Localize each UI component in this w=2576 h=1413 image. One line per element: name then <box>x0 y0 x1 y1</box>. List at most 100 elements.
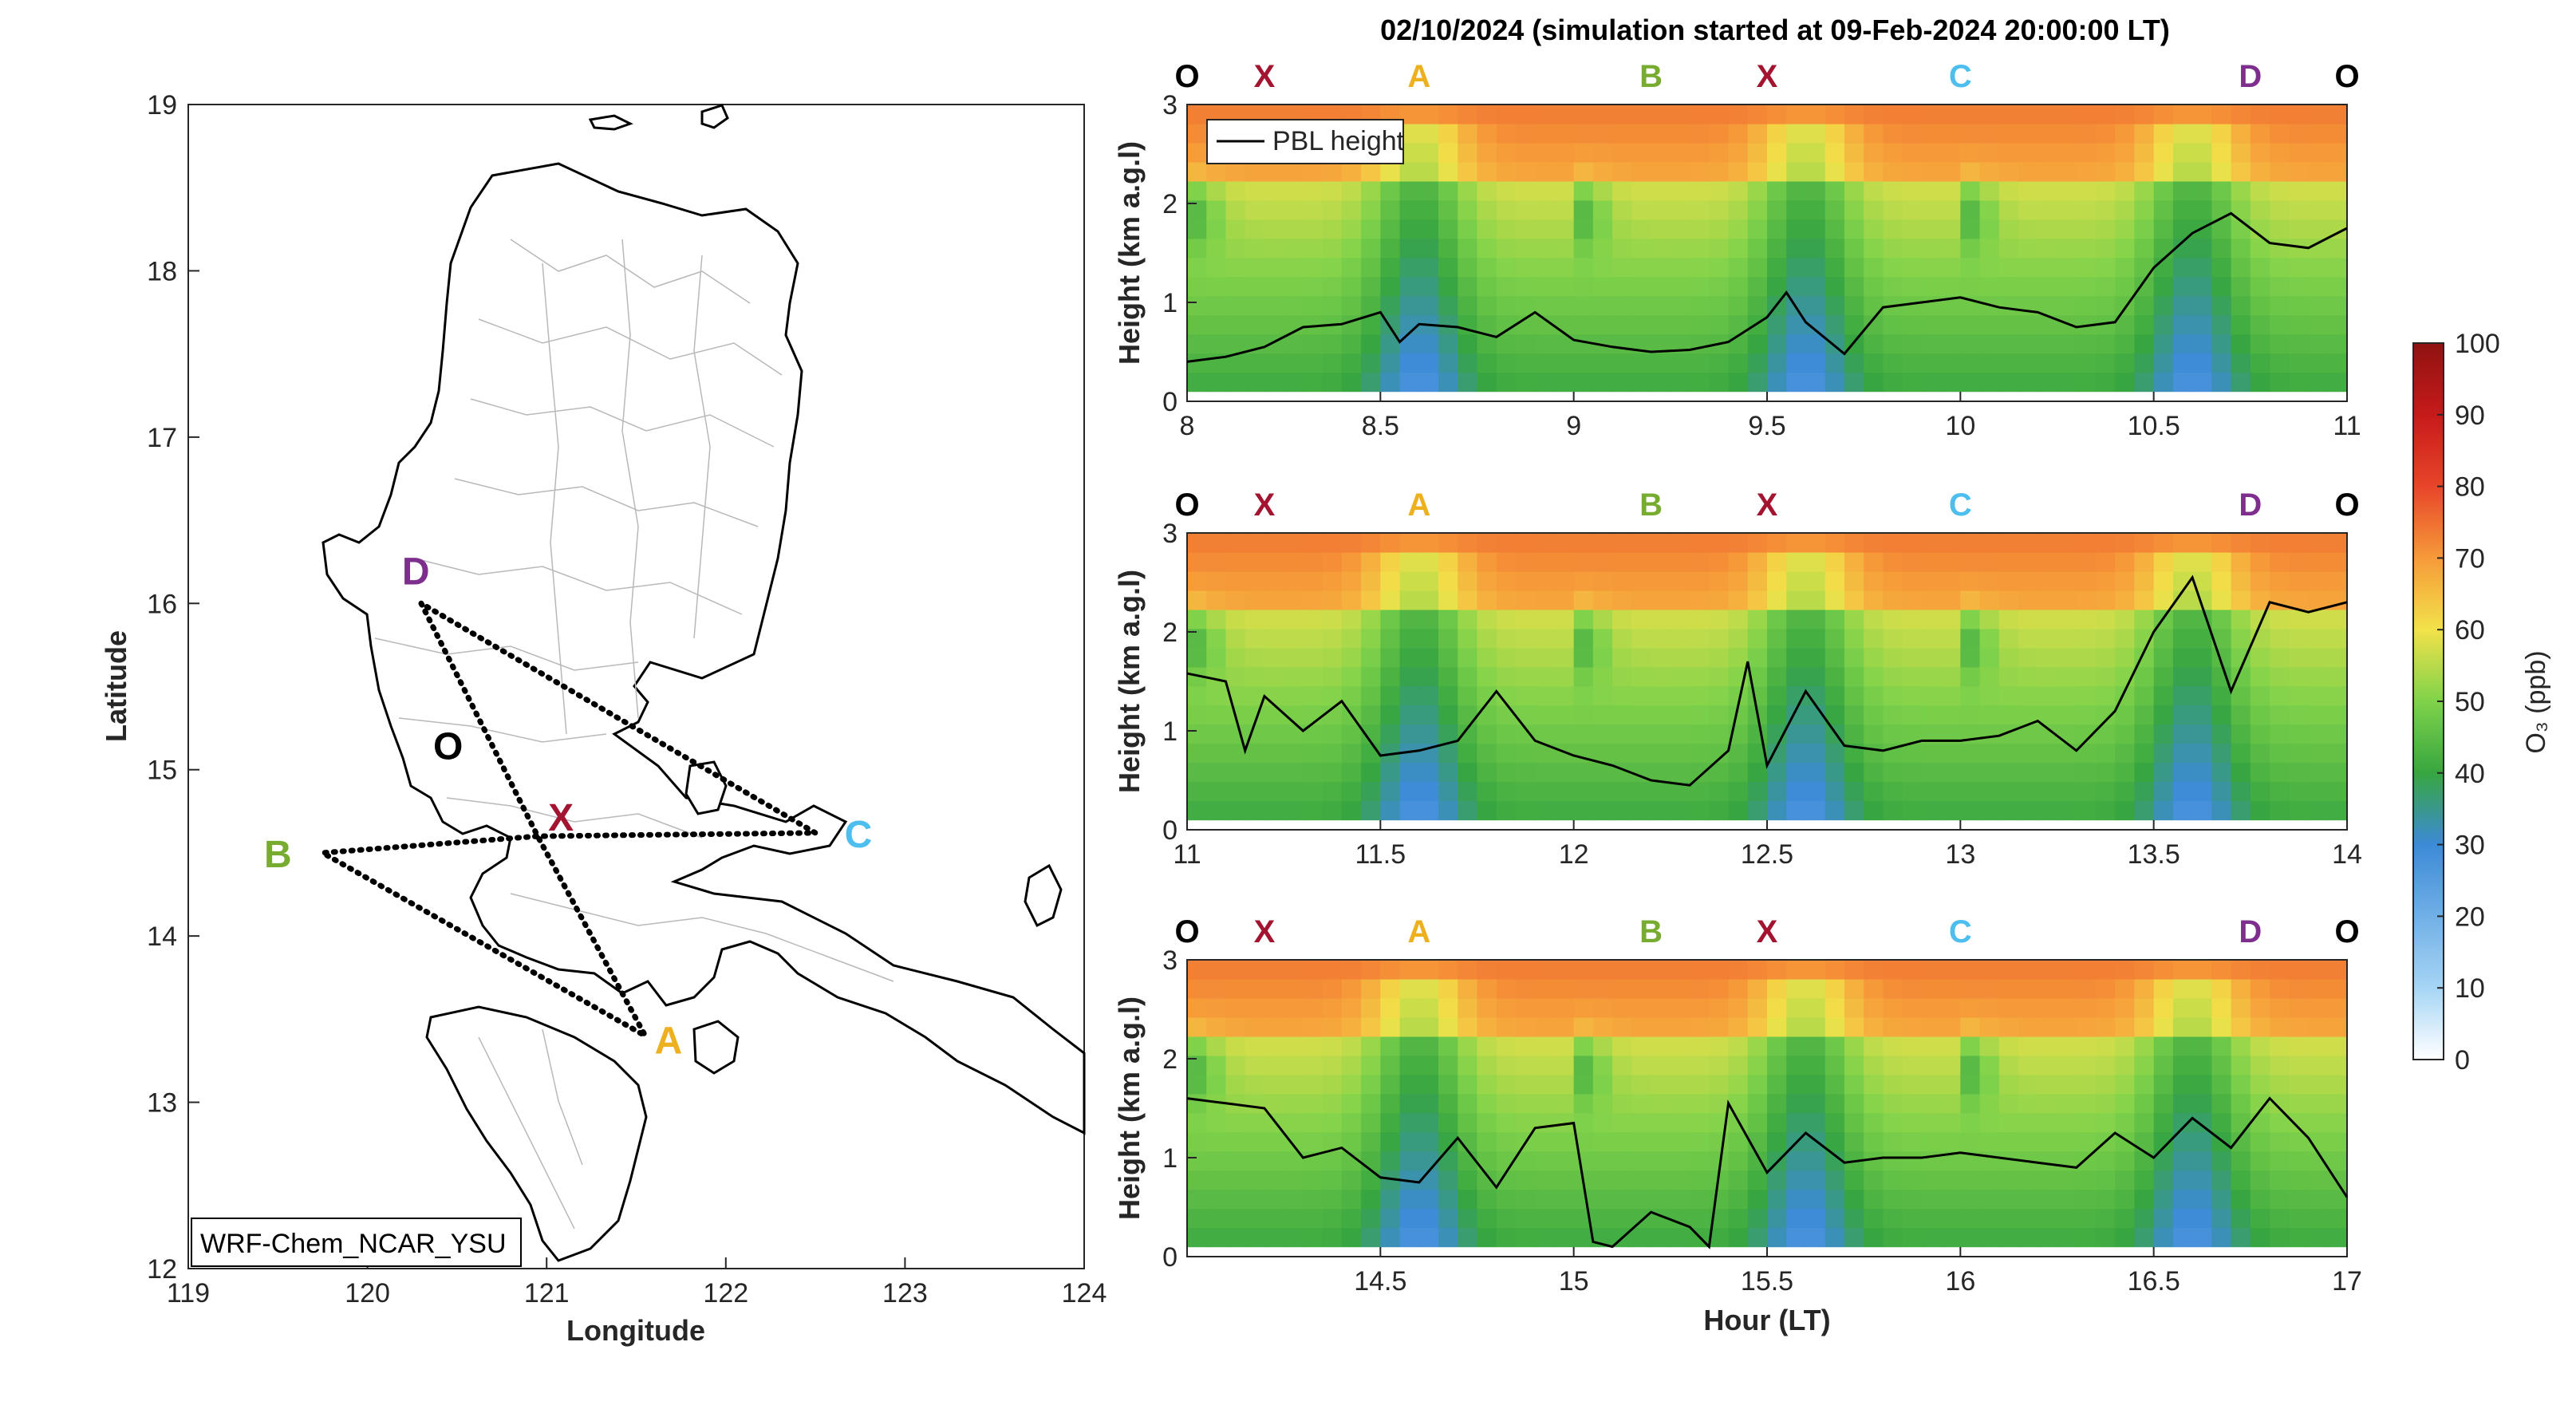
o3-cell <box>2270 1208 2290 1229</box>
o3-cell <box>1225 1189 1246 1210</box>
segment-marker-d: D <box>2239 59 2262 94</box>
o3-cell <box>1864 590 1884 610</box>
o3-cell <box>2018 105 2038 124</box>
o3-cell <box>1747 238 1768 259</box>
o3-cell <box>2018 551 2038 572</box>
o3-cell <box>1554 1131 1575 1152</box>
o3-cell <box>2057 1093 2077 1114</box>
o3-cell <box>1902 180 1923 201</box>
o3-cell <box>2095 570 2116 591</box>
o3-cell <box>2250 762 2270 783</box>
o3-cell <box>2308 1036 2329 1056</box>
o3-cell <box>1225 590 1246 610</box>
o3-cell <box>1960 666 1981 687</box>
o3-cell <box>1921 334 1942 354</box>
o3-cell <box>1883 724 1903 744</box>
o3-cell <box>1438 353 1458 373</box>
o3-cell <box>2327 1016 2348 1037</box>
o3-cell <box>1747 781 1768 802</box>
o3-cell <box>2076 1112 2097 1133</box>
o3-cell <box>1844 570 1864 591</box>
o3-cell <box>2038 1112 2058 1133</box>
o3-cell <box>1786 1016 1807 1037</box>
o3-cell <box>2211 590 2232 610</box>
o3-cell <box>1670 1227 1690 1248</box>
o3-cell <box>1206 1055 1227 1076</box>
o3-cell <box>2270 1227 2290 1248</box>
o3-cell <box>2192 800 2212 821</box>
o3-cell <box>1399 960 1420 980</box>
o3-cell <box>1998 685 2019 706</box>
o3-cell <box>1322 199 1343 220</box>
o3-cell <box>1825 978 1845 999</box>
o3-cell <box>2153 372 2174 393</box>
o3-cell <box>2115 570 2136 591</box>
o3-cell <box>1612 1055 1632 1076</box>
o3-cell <box>1206 685 1227 706</box>
o3-cell <box>2172 1227 2193 1248</box>
o3-cell <box>1902 1112 1923 1133</box>
o3-cell <box>1535 1036 1556 1056</box>
o3-cell <box>2018 647 2038 668</box>
o3-cell <box>2076 1208 2097 1229</box>
o3-cell <box>1187 1170 1207 1190</box>
o3-cell <box>1245 276 1265 297</box>
o3-cell <box>2327 762 2348 783</box>
o3-cell <box>2038 551 2058 572</box>
o3-cell <box>2327 276 2348 297</box>
o3-cell <box>1631 647 1652 668</box>
o3-cell <box>2115 590 2136 610</box>
o3-cell <box>1960 199 1981 220</box>
o3-cell <box>1438 590 1458 610</box>
o3-cell <box>2211 1227 2232 1248</box>
o3-cell <box>2115 609 2136 630</box>
o3-cell <box>1767 666 1787 687</box>
o3-cell <box>2115 1208 2136 1229</box>
o3-cell <box>1612 1036 1632 1056</box>
o3-cell <box>2057 1016 2077 1037</box>
o3-cell <box>2211 161 2232 182</box>
o3-cell <box>1670 1093 1690 1114</box>
o3-cell <box>1458 590 1478 610</box>
o3-cell <box>2153 105 2174 124</box>
o3-cell <box>1303 1016 1324 1037</box>
o3-cell <box>1187 533 1207 553</box>
o3-cell <box>1902 1131 1923 1152</box>
o3-cell <box>2038 353 2058 373</box>
o3-cell <box>2095 334 2116 354</box>
o3-cell <box>2095 1074 2116 1095</box>
o3-cell <box>1979 180 2000 201</box>
o3-cell <box>1767 590 1787 610</box>
o3-cell <box>1805 609 1826 630</box>
o3-cell <box>2289 743 2310 764</box>
o3-cell <box>1573 372 1594 393</box>
o3-cell <box>1225 238 1246 259</box>
o3-cell <box>1921 800 1942 821</box>
o3-cell <box>1496 705 1517 725</box>
o3-cell <box>1535 685 1556 706</box>
o3-cell <box>2231 257 2251 278</box>
o3-cell <box>2250 685 2270 706</box>
o3-cell <box>2172 1074 2193 1095</box>
o3-cell <box>1941 314 1961 335</box>
o3-cell <box>1458 295 1478 316</box>
o3-cell <box>2270 705 2290 725</box>
o3-cell <box>1998 647 2019 668</box>
o3-cell <box>1631 1055 1652 1076</box>
o3-cell <box>1515 1055 1536 1076</box>
o3-cell <box>2327 551 2348 572</box>
panel-ylabel: Height (km a.g.l) <box>1113 570 1146 793</box>
cb-tick-label: 0 <box>2455 1045 2470 1076</box>
o3-cell <box>1825 1227 1845 1248</box>
o3-cell <box>1418 353 1439 373</box>
o3-cell <box>1979 353 2000 373</box>
o3-cell <box>1592 1208 1613 1229</box>
o3-cell <box>2289 762 2310 783</box>
o3-cell <box>2270 781 2290 802</box>
map-ytick-label: 19 <box>147 90 177 120</box>
o3-cell <box>1264 1131 1284 1152</box>
o3-cell <box>2057 724 2077 744</box>
o3-cell <box>1573 219 1594 239</box>
o3-cell <box>1709 978 1730 999</box>
o3-cell <box>1284 219 1304 239</box>
